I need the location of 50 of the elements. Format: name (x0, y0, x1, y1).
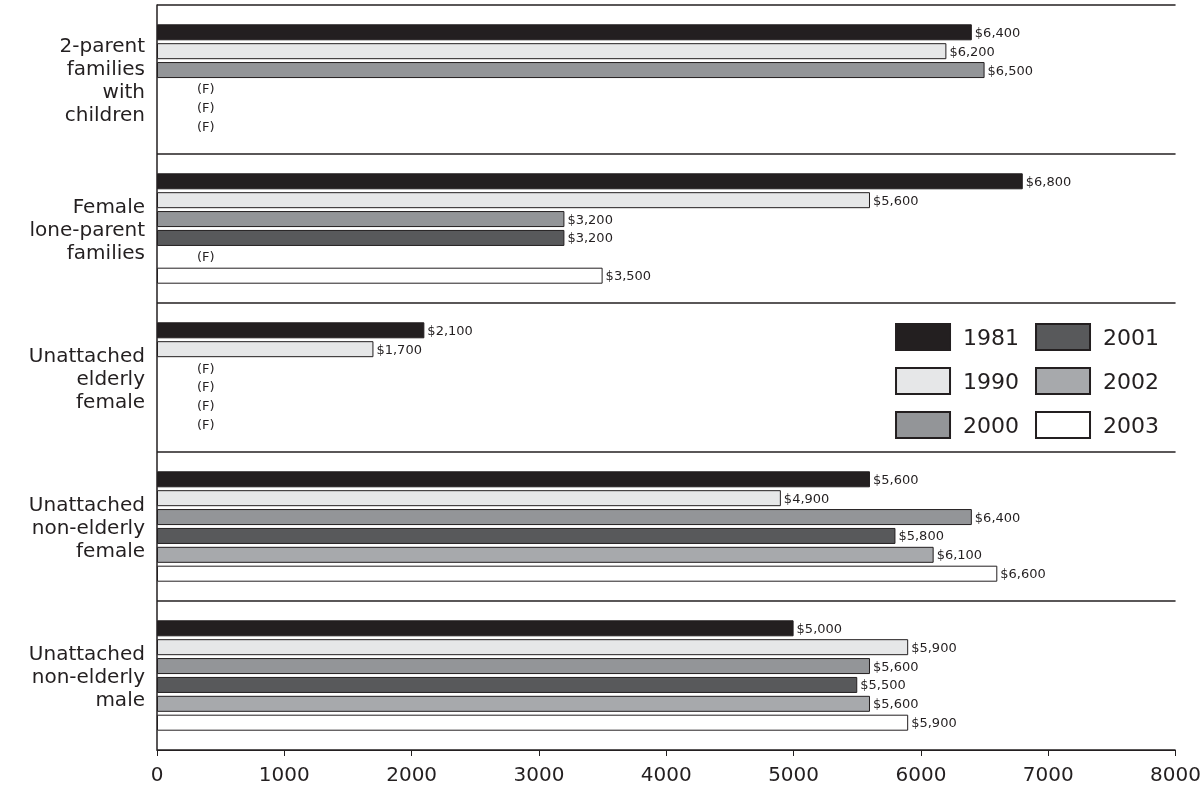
text: (F) (197, 119, 215, 135)
data-label: $5,500 (860, 677, 906, 693)
data-label: $6,500 (987, 62, 1034, 78)
y-tick-label: Female lone-parent families (29, 193, 146, 264)
x-tick-label: 6000 (895, 762, 947, 786)
data-label: $3,500 (605, 268, 652, 284)
x-tick-label: 1000 (258, 762, 310, 786)
data-label: $5,600 (872, 658, 919, 674)
legend-label: 1981 (963, 324, 1020, 350)
data-label: $6,100 (936, 547, 983, 563)
data-label: $5,600 (872, 192, 919, 208)
legend-label: 2001 (1103, 324, 1160, 350)
text: (F) (197, 417, 215, 433)
x-tick-label: 0 (150, 762, 164, 786)
text: (F) (197, 360, 215, 376)
y-tick-label: Unattached elderly female (28, 342, 146, 413)
data-label: $6,600 (1000, 566, 1046, 582)
text: (F) (197, 379, 215, 395)
text: (F) (197, 100, 215, 116)
data-label: $5,800 (898, 528, 944, 544)
y-tick-label: Unattached non-elderly male (28, 640, 146, 711)
y-tick-label: 2-parent families with children (59, 33, 146, 126)
legend-label: 2002 (1103, 368, 1160, 394)
x-tick-label: 8000 (1150, 762, 1201, 786)
data-label: $3,200 (567, 230, 613, 246)
data-label: $6,400 (974, 24, 1021, 40)
data-label: $5,000 (796, 620, 843, 636)
legend-label: 2000 (963, 412, 1020, 438)
x-tick-label: 2000 (386, 762, 438, 786)
legend-label: 1990 (963, 368, 1020, 394)
y-tick-label: Unattached non-elderly female (28, 491, 146, 562)
data-label: $6,200 (949, 43, 995, 59)
text: (F) (197, 398, 215, 414)
x-tick-label: 4000 (640, 762, 692, 786)
x-tick-label: 3000 (513, 762, 565, 786)
data-label: $6,800 (1025, 173, 1072, 189)
data-label: $3,200 (567, 211, 613, 227)
text: (F) (197, 81, 215, 97)
data-label: $5,600 (872, 696, 919, 712)
data-label: $2,100 (427, 322, 473, 338)
data-label: $4,900 (783, 490, 830, 506)
x-tick-label: 7000 (1022, 762, 1074, 786)
data-label: $5,600 (872, 471, 919, 487)
text: (F) (197, 249, 215, 265)
data-label: $5,900 (911, 639, 957, 655)
data-label: $5,900 (911, 715, 957, 731)
x-tick-label: 5000 (768, 762, 820, 786)
data-label: $6,400 (974, 509, 1021, 525)
data-label: $1,700 (376, 341, 422, 357)
legend-label: 2003 (1103, 412, 1160, 438)
